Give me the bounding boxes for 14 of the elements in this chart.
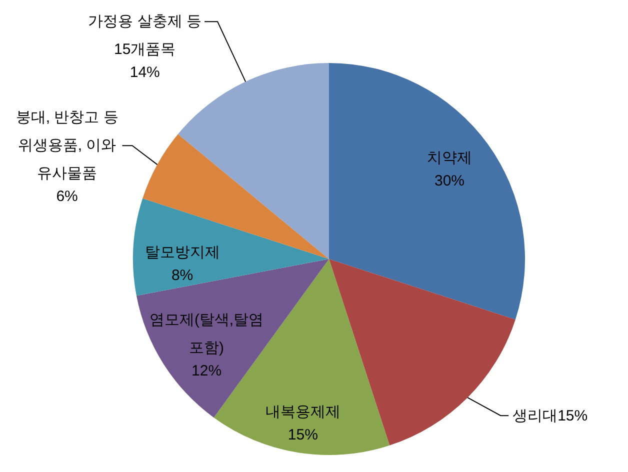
data-label: 15% (558, 407, 588, 424)
data-label: 15% (288, 426, 318, 444)
slice-label: 치약제 (427, 149, 472, 166)
slice-label: 가정용 살충제 등 15개품목 (88, 13, 202, 58)
slice-label: 생리대 (512, 407, 558, 424)
slice-label: 붕대, 반창고 등 위생용품, 이와 유사물품 (16, 109, 118, 182)
data-label: 30% (434, 172, 465, 190)
data-label: 14% (130, 64, 160, 82)
data-label: 6% (56, 188, 78, 206)
slice-label: 내복용제제 (265, 404, 340, 421)
data-label: 12% (192, 362, 222, 380)
slice-label: 탈모방지제 (144, 244, 220, 261)
data-label: 8% (171, 266, 194, 284)
slice-label: 염모제(탈색,탈염 포함) (149, 312, 264, 357)
